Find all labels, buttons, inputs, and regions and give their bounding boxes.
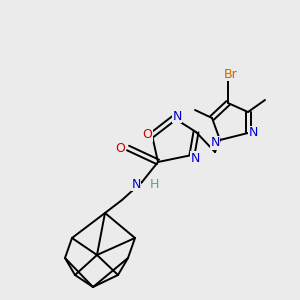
Text: O: O <box>142 128 152 142</box>
Text: O: O <box>115 142 125 154</box>
Text: Br: Br <box>224 68 238 80</box>
Text: N: N <box>190 152 200 164</box>
Text: N: N <box>210 136 220 149</box>
Text: N: N <box>172 110 182 122</box>
Text: N: N <box>248 127 258 140</box>
Text: H: H <box>149 178 159 190</box>
Text: N: N <box>131 178 141 190</box>
